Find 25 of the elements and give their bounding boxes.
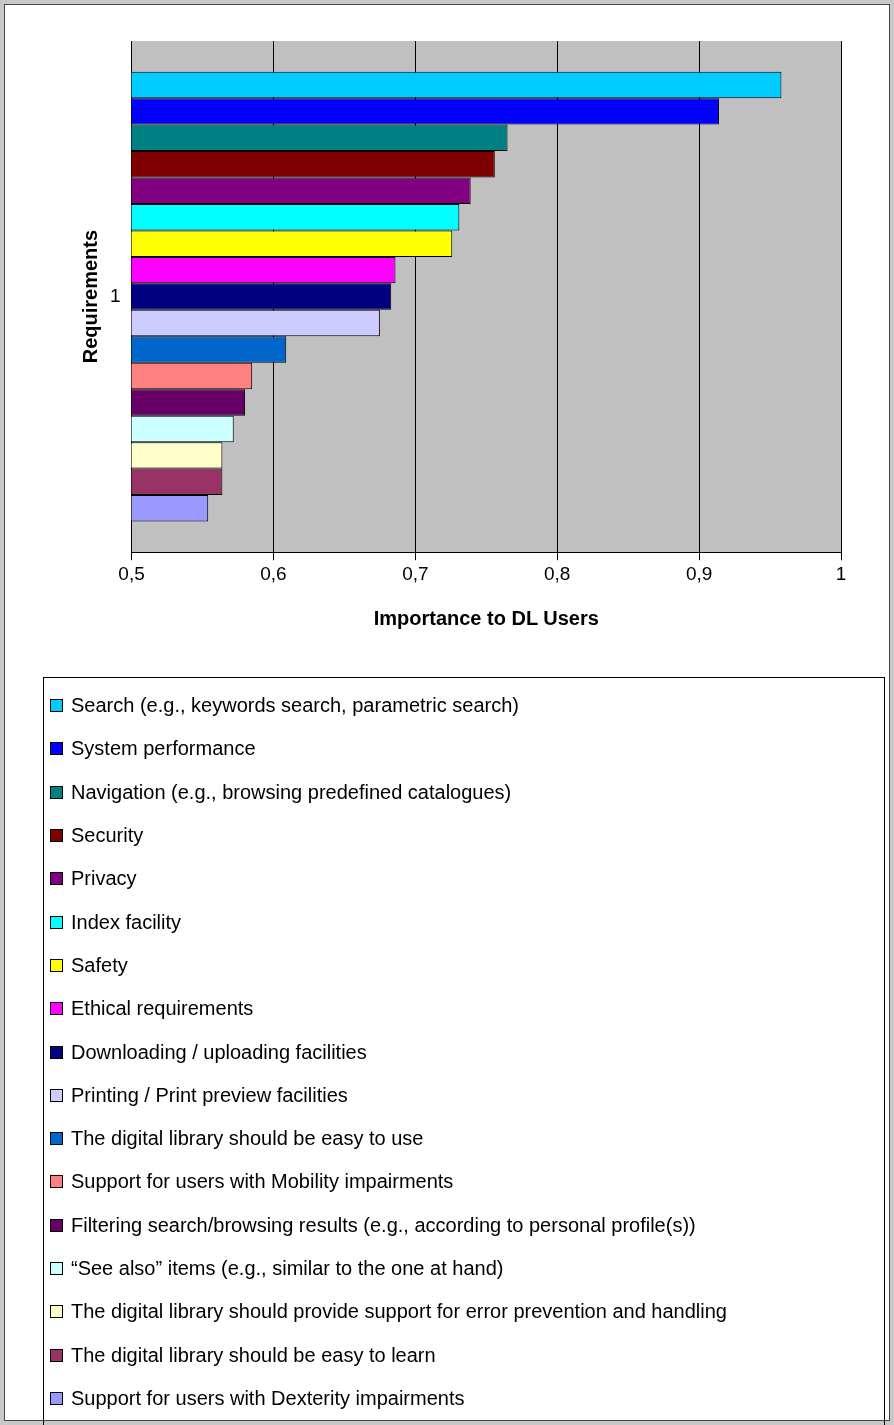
legend-label: Printing / Print preview facilities	[71, 1083, 348, 1107]
x-tick-label: 0,9	[685, 562, 713, 584]
legend-label: Downloading / uploading facilities	[71, 1040, 367, 1064]
legend-label: System performance	[71, 737, 256, 761]
legend-label: Safety	[71, 953, 128, 977]
legend-label: Ethical requirements	[71, 997, 254, 1021]
x-tick-label: 0,7	[402, 562, 429, 584]
legend-label: Index facility	[71, 910, 182, 934]
x-axis-title: Importance to DL Users	[373, 606, 599, 629]
legend-label: Navigation (e.g., browsing predefined catalogues)	[71, 780, 512, 804]
legend-label: Support for users with Dexterity impairments	[71, 1386, 465, 1410]
legend-label: Security	[71, 824, 144, 848]
x-tick-label: 0,6	[260, 562, 287, 584]
legend-label: Support for users with Mobility impairments	[71, 1170, 454, 1194]
x-tick-label: 0,5	[118, 562, 145, 584]
legend-label: The digital library should be easy to learn	[71, 1343, 436, 1367]
legend-label: Search (e.g., keywords search, parametric search)	[71, 694, 519, 718]
legend-label: The digital library should provide support for error prevention and handling	[71, 1300, 727, 1324]
legend-label: Privacy	[71, 867, 137, 891]
legend-label: The digital library should be easy to use	[71, 1127, 424, 1151]
legend-label: Filtering search/browsing results (e.g., according to personal profile(s))	[71, 1213, 696, 1237]
x-tick-label: 0,8	[544, 562, 571, 584]
x-tick-label: 1	[835, 562, 847, 584]
y-axis-title: Requirements	[78, 229, 101, 364]
legend-label: “See also” items (e.g., similar to the one at hand)	[71, 1257, 504, 1280]
